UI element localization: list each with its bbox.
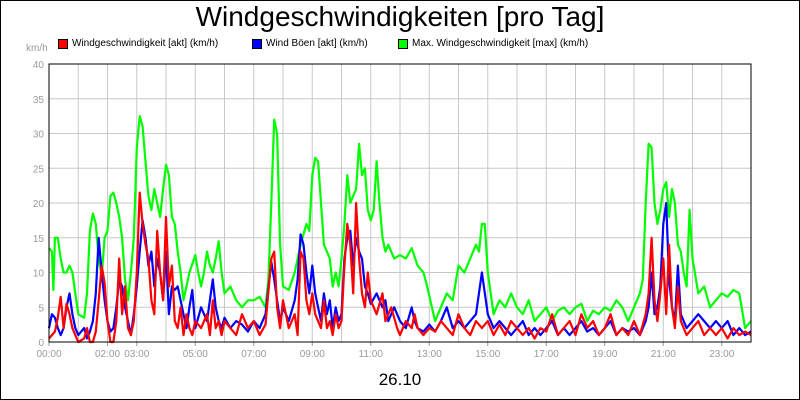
x-tick-label: 21:00 [651, 349, 676, 360]
x-tick-label: 23:00 [709, 349, 734, 360]
x-tick-label: 07:00 [241, 349, 266, 360]
chart-title: Windgeschwindigkeiten [pro Tag] [195, 1, 605, 32]
date-label: 26.10 [378, 370, 422, 389]
x-tick-label: 15:00 [475, 349, 500, 360]
x-tick-label: 00:00 [36, 349, 61, 360]
y-tick-label: 25 [33, 164, 45, 175]
x-tick-label: 05:00 [183, 349, 208, 360]
legend-label-wind-speed: Windgeschwindigkeit [akt] (km/h) [72, 38, 219, 49]
y-tick-label: 5 [38, 303, 44, 314]
legend-item-max-wind-speed: Max. Windgeschwindigkeit [max] (km/h) [398, 38, 588, 49]
legend-item-wind-speed: Windgeschwindigkeit [akt] (km/h) [58, 38, 218, 49]
legend-swatch-green [398, 38, 408, 49]
y-tick-label: 0 [38, 338, 44, 349]
y-tick-label: 20 [33, 199, 45, 210]
x-tick-label: 11:00 [359, 349, 384, 360]
y-tick-label: 40 [33, 60, 45, 71]
x-tick-label: 03:00 [124, 349, 149, 360]
plot-border [48, 63, 752, 343]
series-line-wind-speed [48, 191, 752, 344]
y-tick-label: 30 [33, 130, 45, 141]
y-tick-label: 15 [33, 234, 45, 245]
y-tick-label: 10 [33, 269, 45, 280]
legend-item-gusts: Wind Böen [akt] (km/h) [252, 38, 368, 49]
x-tick-label: 02:00 [95, 349, 120, 360]
y-tick-label: 35 [33, 95, 45, 106]
x-tick-label: 09:00 [300, 349, 325, 360]
y-axis-unit-label: km/h [26, 43, 48, 54]
x-tick-label: 17:00 [534, 349, 559, 360]
legend-swatch-red [58, 38, 68, 49]
x-tick-label: 19:00 [592, 349, 617, 360]
x-tick-label: 13:00 [417, 349, 442, 360]
legend-swatch-blue [252, 38, 262, 49]
legend-label-gusts: Wind Böen [akt] (km/h) [266, 38, 368, 49]
legend-label-max-wind-speed: Max. Windgeschwindigkeit [max] (km/h) [412, 38, 589, 49]
series-line-max-wind-speed [48, 115, 752, 330]
